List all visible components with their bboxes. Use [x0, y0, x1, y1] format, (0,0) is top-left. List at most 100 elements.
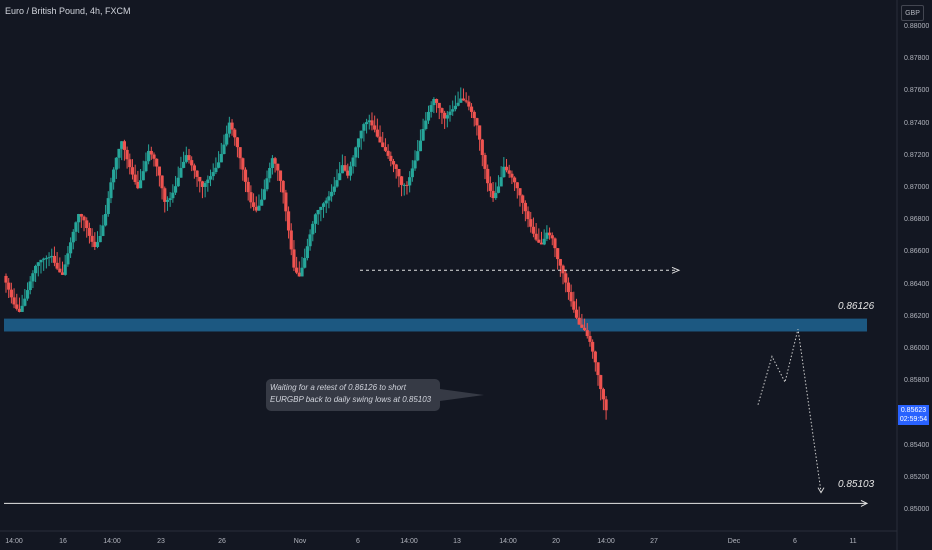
- candle-body: [461, 98, 466, 101]
- candle-body: [87, 228, 92, 236]
- candle-body: [502, 166, 506, 178]
- candle-body: [324, 200, 328, 204]
- candle-body: [383, 147, 388, 151]
- bar-countdown: 02:59:54: [899, 416, 928, 423]
- candle-body: [20, 305, 24, 312]
- price-tick-label: 0.86000: [904, 345, 930, 352]
- candle-body: [523, 202, 527, 212]
- candle-body: [469, 106, 474, 112]
- candle-body: [176, 177, 180, 187]
- candle-body: [251, 202, 256, 207]
- candle-body: [451, 109, 455, 112]
- candle-body: [316, 209, 320, 215]
- candle-body: [254, 206, 258, 211]
- candle-body: [303, 258, 307, 268]
- candle-body: [588, 335, 592, 342]
- time-tick-label: Dec: [727, 538, 741, 545]
- candle-body: [233, 129, 237, 138]
- time-tick-label: 16: [59, 538, 67, 545]
- candle-body: [122, 141, 127, 150]
- candle-body: [521, 195, 525, 203]
- candle-body: [190, 160, 194, 166]
- candle-body: [426, 111, 431, 121]
- candle-body: [155, 158, 159, 167]
- candle-body: [128, 159, 132, 168]
- candle-body: [556, 248, 560, 260]
- currency-button[interactable]: GBP: [901, 5, 924, 21]
- candle-body: [512, 177, 517, 183]
- swing-low-arrowhead: [671, 266, 681, 274]
- candle-body: [241, 158, 245, 170]
- projection-arrowhead: [817, 487, 825, 494]
- candle-body: [359, 130, 363, 139]
- time-tick-label: 14:00: [103, 538, 121, 545]
- candle-body: [440, 108, 444, 113]
- candle-body: [184, 155, 188, 162]
- candle-body: [168, 198, 172, 201]
- candle-body: [340, 165, 344, 174]
- candle-body: [246, 181, 250, 193]
- candle-body: [356, 138, 361, 148]
- target-level-arrowhead: [860, 499, 869, 507]
- candle-body: [332, 186, 336, 192]
- trade-idea-callout[interactable]: Waiting for a retest of 0.86126 to short…: [266, 379, 440, 411]
- candle-body: [561, 265, 565, 274]
- candle-body: [257, 205, 261, 211]
- candle-body: [453, 105, 457, 110]
- candle-body: [515, 182, 519, 189]
- candle-body: [144, 161, 148, 172]
- candle-body: [510, 173, 514, 178]
- candle-body: [542, 238, 546, 245]
- candle-body: [418, 140, 423, 152]
- price-tick-label: 0.87200: [904, 151, 930, 159]
- candle-body: [273, 158, 277, 164]
- target-level-label: 0.85103: [838, 479, 875, 490]
- candle-body: [68, 242, 73, 254]
- candle-body: [378, 136, 382, 143]
- candle-body: [25, 290, 30, 299]
- candle-body: [478, 125, 482, 140]
- price-tick-label: 0.87800: [904, 55, 930, 63]
- candle-body: [206, 179, 210, 184]
- candle-body: [547, 232, 552, 236]
- candle-body: [90, 235, 94, 242]
- candle-body: [550, 235, 554, 239]
- candle-body: [539, 242, 544, 245]
- candle-body: [534, 233, 538, 240]
- candle-body: [488, 183, 492, 191]
- time-tick-label: 20: [552, 538, 560, 545]
- candle-body: [343, 165, 347, 171]
- time-tick-label: 14:00: [400, 538, 418, 545]
- candle-body: [208, 176, 213, 180]
- candle-body: [219, 154, 223, 163]
- candle-body: [558, 259, 562, 266]
- time-tick-label: 6: [793, 538, 797, 545]
- projected-price-path: [757, 328, 822, 492]
- candle-body: [496, 186, 501, 193]
- candle-body: [39, 259, 43, 263]
- candle-body: [585, 330, 589, 336]
- candle-body: [330, 191, 334, 197]
- candle-body: [79, 214, 83, 217]
- price-tick-label: 0.86200: [904, 312, 930, 320]
- candle-body: [12, 297, 16, 305]
- candle-body: [182, 161, 186, 168]
- candle-body: [373, 125, 377, 130]
- candle-body: [286, 211, 291, 231]
- candle-body: [98, 235, 102, 243]
- time-tick-label: 13: [453, 538, 461, 545]
- candle-body: [225, 133, 229, 145]
- candle-body: [214, 167, 218, 173]
- candle-body: [44, 258, 48, 260]
- time-tick-label: 27: [650, 538, 658, 545]
- resistance-level-label: 0.86126: [838, 301, 875, 312]
- candle-body: [499, 177, 503, 187]
- price-tick-label: 0.85400: [904, 441, 930, 449]
- candle-body: [604, 399, 608, 411]
- candle-body: [58, 268, 62, 273]
- candle-body: [238, 147, 242, 159]
- candle-body: [55, 262, 59, 269]
- time-tick-label: 26: [218, 538, 226, 545]
